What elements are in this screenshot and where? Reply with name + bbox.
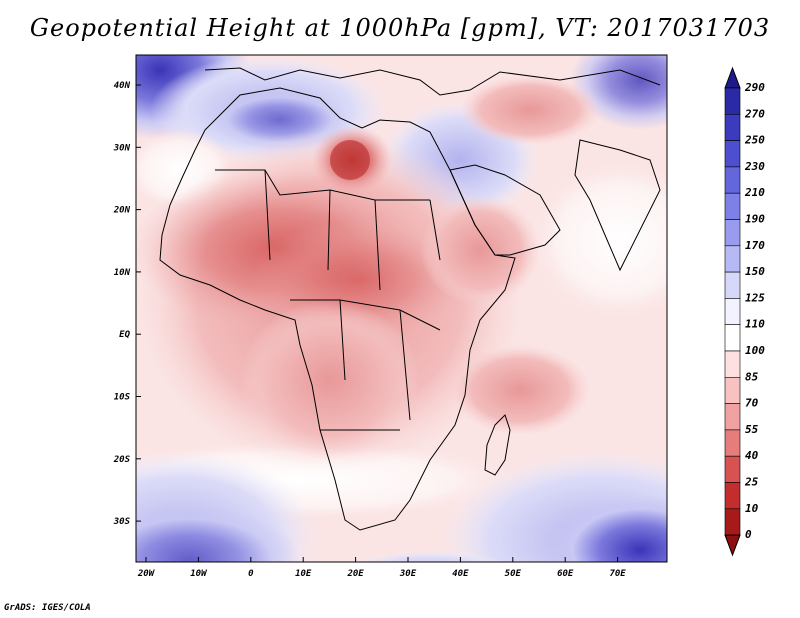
colorbar-bottom-arrow — [724, 534, 741, 557]
colorbar-box — [724, 140, 741, 168]
lat-label: 20S — [113, 455, 131, 465]
colorbar-box — [724, 87, 741, 115]
colorbar-box — [724, 482, 741, 510]
colorbar-label: 110 — [745, 318, 765, 331]
colorbar-label: 70 — [745, 397, 759, 410]
colorbar-label: 100 — [745, 344, 765, 357]
lon-label: 30E — [399, 569, 417, 579]
colorbar-box — [724, 298, 741, 325]
lon-label: 10E — [295, 569, 312, 579]
colorbar-label: 210 — [744, 186, 765, 199]
colorbar-label: 0 — [745, 528, 752, 541]
lat-label: 40N — [114, 81, 131, 91]
colorbar-label: 10 — [745, 502, 759, 515]
lat-label: 10N — [114, 268, 131, 278]
grads-credit: GrADS: IGES/COLA — [4, 603, 91, 613]
colorbar-box — [724, 455, 741, 483]
colorbar-box — [724, 219, 741, 247]
shaded-field — [136, 55, 667, 562]
lat-label: 20N — [113, 206, 131, 216]
colorbar-label: 125 — [745, 291, 765, 304]
colorbar-label: 25 — [744, 476, 759, 489]
colorbar-box — [724, 114, 741, 141]
latitude-axis: 40N 30N 20N 10N EQ 10S 20S 30S — [113, 81, 141, 527]
colorbar-label: 150 — [745, 265, 765, 278]
colorbar-label: 55 — [745, 423, 759, 436]
lon-label: 40E — [452, 569, 469, 579]
colorbar-label: 250 — [744, 134, 765, 147]
colorbar-box — [724, 429, 741, 457]
lon-label: 10W — [190, 569, 208, 579]
colorbar-box — [724, 192, 741, 220]
lat-label: EQ — [119, 330, 130, 340]
colorbar-box — [724, 350, 741, 378]
colorbar-label: 230 — [744, 160, 765, 173]
lat-label: 30N — [113, 143, 131, 153]
plot-frame — [135, 54, 668, 563]
colorbar: 2902702502302101901701501251101008570554… — [724, 66, 765, 557]
lon-label: 20W — [137, 569, 156, 579]
lon-label: 0 — [248, 569, 254, 579]
colorbar-box — [724, 508, 741, 536]
colorbar-label: 270 — [744, 107, 765, 120]
colorbar-box — [724, 324, 741, 352]
longitude-axis: 20W 10W 0 10E 20E 30E 40E 50E 60E 70E — [137, 557, 626, 579]
colorbar-label: 40 — [745, 449, 759, 462]
colorbar-box — [724, 403, 741, 431]
geopotential-map: 40N 30N 20N 10N EQ 10S 20S 30S 20W 10W 0 10E 20E 30E… — [113, 54, 765, 579]
lon-label: 60E — [557, 569, 574, 579]
colorbar-top-arrow — [724, 66, 741, 89]
colorbar-label: 190 — [745, 213, 765, 226]
lat-label: 10S — [114, 393, 131, 403]
colorbar-box — [724, 376, 741, 404]
colorbar-box — [724, 166, 741, 194]
colorbar-box — [724, 271, 741, 299]
lon-label: 20E — [346, 569, 364, 579]
colorbar-box — [724, 245, 741, 273]
coastlines — [159, 67, 661, 531]
map-title: Geopotential Height at 1000hPa [gpm], VT… — [29, 14, 771, 42]
lon-label: 70E — [609, 569, 626, 579]
lat-label: 30S — [113, 517, 131, 527]
colorbar-label: 85 — [745, 370, 759, 383]
colorbar-label: 290 — [744, 81, 765, 94]
lon-label: 50E — [505, 569, 522, 579]
colorbar-label: 170 — [745, 239, 765, 252]
